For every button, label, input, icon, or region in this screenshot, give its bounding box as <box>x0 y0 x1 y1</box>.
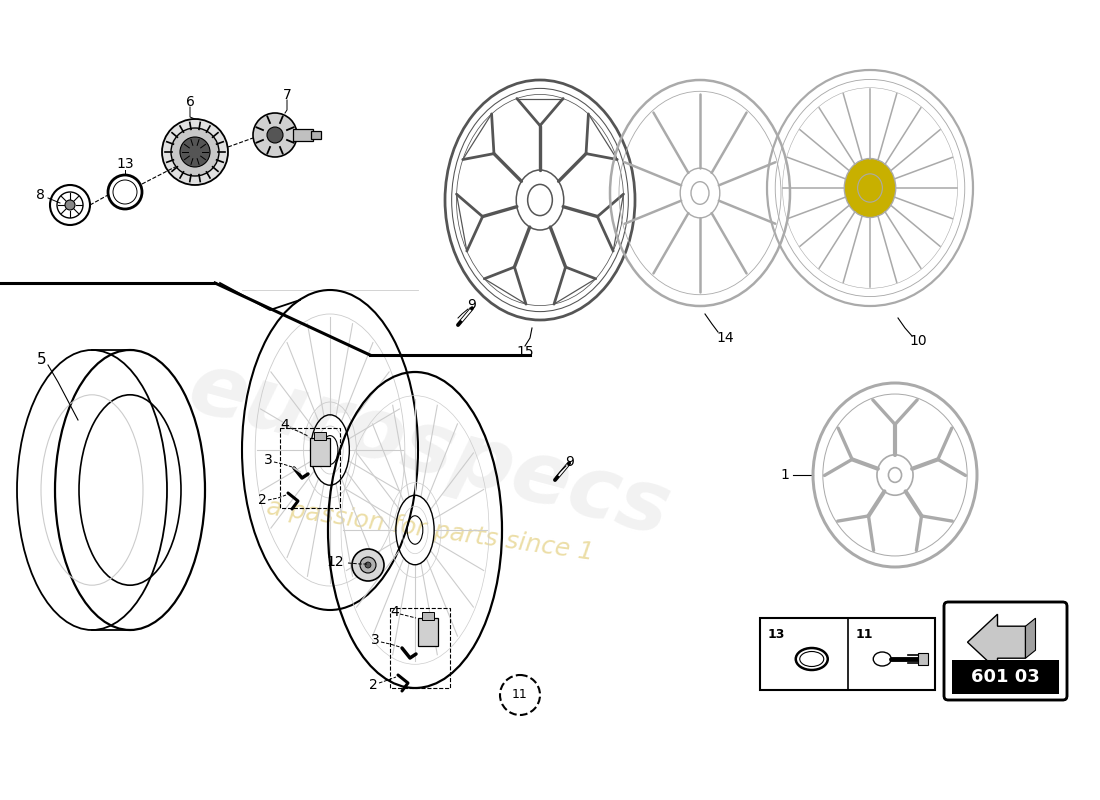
Text: 13: 13 <box>768 628 785 641</box>
Bar <box>422 612 435 620</box>
Circle shape <box>360 557 376 573</box>
Ellipse shape <box>528 184 552 215</box>
Ellipse shape <box>889 468 902 482</box>
Bar <box>310 438 330 466</box>
Text: 11: 11 <box>856 628 873 641</box>
Bar <box>390 608 450 688</box>
Text: 4: 4 <box>280 418 289 432</box>
Text: 9: 9 <box>565 455 574 469</box>
Text: 7: 7 <box>283 88 292 102</box>
Ellipse shape <box>845 158 895 218</box>
Text: 11: 11 <box>513 689 528 702</box>
Text: a passion for parts since 1: a passion for parts since 1 <box>265 495 595 565</box>
Ellipse shape <box>858 174 882 202</box>
Polygon shape <box>968 614 1025 670</box>
Bar <box>314 432 326 440</box>
Bar <box>311 131 321 139</box>
Text: 1: 1 <box>781 468 790 482</box>
Text: 2: 2 <box>257 493 266 507</box>
Bar <box>952 660 1059 694</box>
Text: 14: 14 <box>716 331 734 345</box>
Text: 4: 4 <box>390 605 399 619</box>
Circle shape <box>170 128 219 176</box>
Text: 5: 5 <box>37 353 47 367</box>
Text: 15: 15 <box>516 345 534 359</box>
Text: 12: 12 <box>327 555 344 569</box>
Bar <box>293 129 314 141</box>
Text: 6: 6 <box>186 95 195 109</box>
Text: 3: 3 <box>264 453 273 467</box>
Circle shape <box>65 200 75 210</box>
Text: 3: 3 <box>371 633 380 647</box>
Circle shape <box>365 562 371 568</box>
Text: 10: 10 <box>910 334 927 348</box>
Polygon shape <box>1025 618 1035 658</box>
Circle shape <box>352 549 384 581</box>
Text: 13: 13 <box>117 157 134 171</box>
Text: eurospecs: eurospecs <box>180 346 680 554</box>
Circle shape <box>267 127 283 143</box>
Text: 2: 2 <box>368 678 377 692</box>
Text: 601 03: 601 03 <box>971 668 1040 686</box>
Circle shape <box>253 113 297 157</box>
Circle shape <box>162 119 228 185</box>
Bar <box>760 618 935 690</box>
Text: 9: 9 <box>468 298 476 312</box>
Bar <box>918 653 928 665</box>
Circle shape <box>180 137 210 167</box>
Ellipse shape <box>691 182 710 204</box>
FancyBboxPatch shape <box>944 602 1067 700</box>
Bar <box>280 428 340 508</box>
Bar <box>418 618 438 646</box>
Text: 8: 8 <box>35 188 44 202</box>
